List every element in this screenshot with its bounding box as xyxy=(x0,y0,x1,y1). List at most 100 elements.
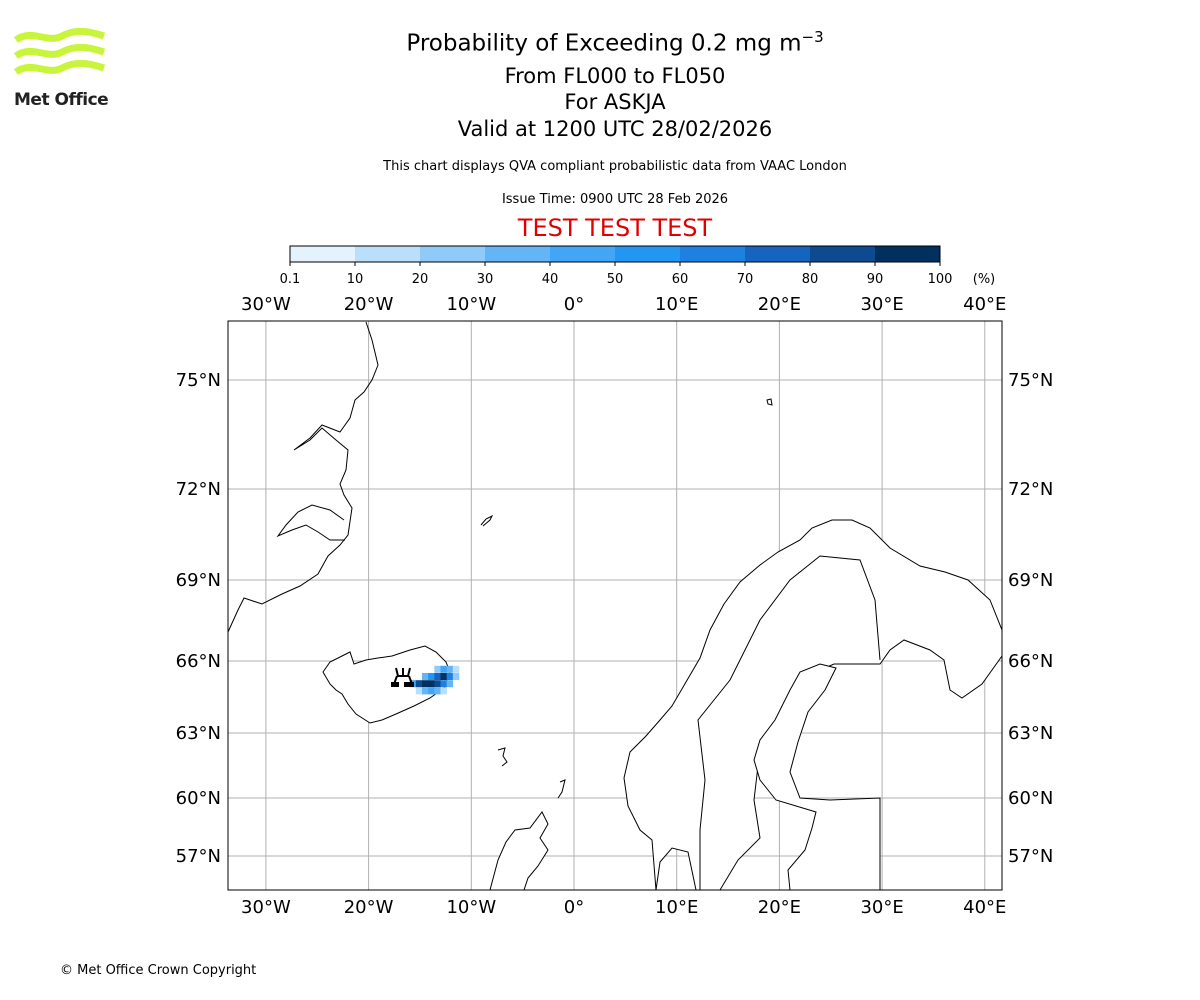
lon-label-bottom: 10°E xyxy=(655,897,698,918)
lon-label-top: 10°W xyxy=(446,294,496,315)
probability-cell xyxy=(446,673,454,680)
ash-probability-field xyxy=(409,665,460,695)
volcano-icon xyxy=(391,667,414,687)
graticule xyxy=(228,321,1002,890)
lat-label-right: 72°N xyxy=(1008,479,1053,500)
colorbar-tick-label: 10 xyxy=(347,272,364,287)
scotland xyxy=(489,811,549,891)
lon-label-bottom: 40°E xyxy=(963,897,1006,918)
scandinavia xyxy=(623,519,1003,891)
lat-label-right: 63°N xyxy=(1008,723,1053,744)
lat-label-right: 75°N xyxy=(1008,370,1053,391)
lon-label-bottom: 10°W xyxy=(446,897,496,918)
probability-cell xyxy=(434,665,441,673)
colorbar-segment xyxy=(290,246,355,262)
met-office-waves-icon xyxy=(13,27,106,76)
lat-label-left: 63°N xyxy=(176,723,221,744)
colorbar-segment xyxy=(355,246,420,262)
colorbar: 0.1 10 20 30 40 50 60 70 80 90 100 (%) xyxy=(280,245,996,287)
probability-cell xyxy=(422,680,429,688)
probability-cell xyxy=(440,680,447,688)
probability-cell xyxy=(434,680,441,688)
lon-label-bottom: 20°W xyxy=(344,897,394,918)
lat-label-right: 69°N xyxy=(1008,570,1053,591)
lon-label-top: 30°E xyxy=(860,294,903,315)
chart-title: Probability of Exceeding 0.2 mg m−3 xyxy=(0,28,1200,57)
probability-cell xyxy=(452,665,460,673)
probability-cell xyxy=(415,680,423,688)
probability-cell xyxy=(440,665,447,673)
title-text: Probability of Exceeding 0.2 mg m xyxy=(406,30,802,57)
colorbar-tick-label: 20 xyxy=(412,272,429,287)
greenland-fjord xyxy=(276,504,345,541)
colorbar-segment xyxy=(810,246,875,262)
colorbar-tick-label: 70 xyxy=(737,272,754,287)
svalbard-islet xyxy=(766,398,773,406)
lat-label-left: 69°N xyxy=(176,570,221,591)
lon-label-top: 0° xyxy=(564,294,584,315)
baltic-sea xyxy=(753,663,881,891)
jan-mayen xyxy=(480,514,494,527)
colorbar-tick-label: 60 xyxy=(672,272,689,287)
colorbar-tick-label: 30 xyxy=(477,272,494,287)
colorbar-segment xyxy=(745,246,810,262)
lon-label-top: 10°E xyxy=(655,294,698,315)
lat-label-left: 57°N xyxy=(176,846,221,867)
faroe-islands xyxy=(497,747,508,767)
lon-label-bottom: 0° xyxy=(564,897,584,918)
valid-time: Valid at 1200 UTC 28/02/2026 xyxy=(457,117,773,141)
lon-label-bottom: 30°W xyxy=(241,897,291,918)
probability-cell xyxy=(428,673,435,680)
copyright: © Met Office Crown Copyright xyxy=(60,963,257,978)
colorbar-unit: (%) xyxy=(973,272,996,287)
probability-cell xyxy=(415,687,423,695)
lat-label-left: 66°N xyxy=(176,651,221,672)
lat-label-left: 72°N xyxy=(176,479,221,500)
colorbar-segment xyxy=(680,246,745,262)
lat-label-left: 60°N xyxy=(176,788,221,809)
logo-text: Met Office xyxy=(14,90,109,110)
probability-cell xyxy=(446,680,454,688)
probability-cell xyxy=(434,673,441,680)
title-exponent: −3 xyxy=(801,28,824,46)
lat-label-right: 57°N xyxy=(1008,846,1053,867)
colorbar-tick-label: 50 xyxy=(607,272,624,287)
probability-cell xyxy=(428,680,435,688)
lon-label-top: 20°W xyxy=(344,294,394,315)
colorbar-tick-label: 40 xyxy=(542,272,559,287)
map-frame xyxy=(227,320,1003,891)
lon-label-top: 30°W xyxy=(241,294,291,315)
axis-labels: 30°W 30°W 20°W 20°W 10°W 10°W 0° 0° 10°E 10°E 20°E… xyxy=(176,294,1054,918)
lon-label-bottom: 20°E xyxy=(758,897,801,918)
colorbar-segment xyxy=(875,246,940,262)
probability-cell xyxy=(428,687,435,695)
norway-sweden-border xyxy=(697,555,881,890)
met-office-logo xyxy=(12,27,108,92)
colorbar-tick-label: 0.1 xyxy=(280,272,301,287)
lat-label-right: 66°N xyxy=(1008,651,1053,672)
info-text: This chart displays QVA compliant probab… xyxy=(383,159,847,174)
lon-label-top: 20°E xyxy=(758,294,801,315)
probability-cell xyxy=(440,673,447,680)
probability-cell xyxy=(446,665,454,673)
test-banner: TEST TEST TEST xyxy=(517,214,713,242)
lat-label-right: 60°N xyxy=(1008,788,1053,809)
colorbar-tick-label: 80 xyxy=(802,272,819,287)
lat-label-left: 75°N xyxy=(176,370,221,391)
probability-cell xyxy=(422,673,429,680)
coastlines xyxy=(227,321,1003,891)
probability-cell xyxy=(440,687,447,695)
flight-levels: From FL000 to FL050 xyxy=(504,64,726,88)
lon-label-top: 40°E xyxy=(963,294,1006,315)
colorbar-segment xyxy=(550,246,615,262)
probability-cell xyxy=(434,687,441,695)
colorbar-segment xyxy=(615,246,680,262)
probability-cell xyxy=(422,687,429,695)
issue-time: Issue Time: 0900 UTC 28 Feb 2026 xyxy=(501,192,729,207)
volcano-name: For ASKJA xyxy=(564,90,666,114)
probability-cell xyxy=(452,673,460,680)
lon-label-bottom: 30°E xyxy=(860,897,903,918)
colorbar-tick-label: 90 xyxy=(867,272,884,287)
colorbar-tick-label: 100 xyxy=(928,272,953,287)
